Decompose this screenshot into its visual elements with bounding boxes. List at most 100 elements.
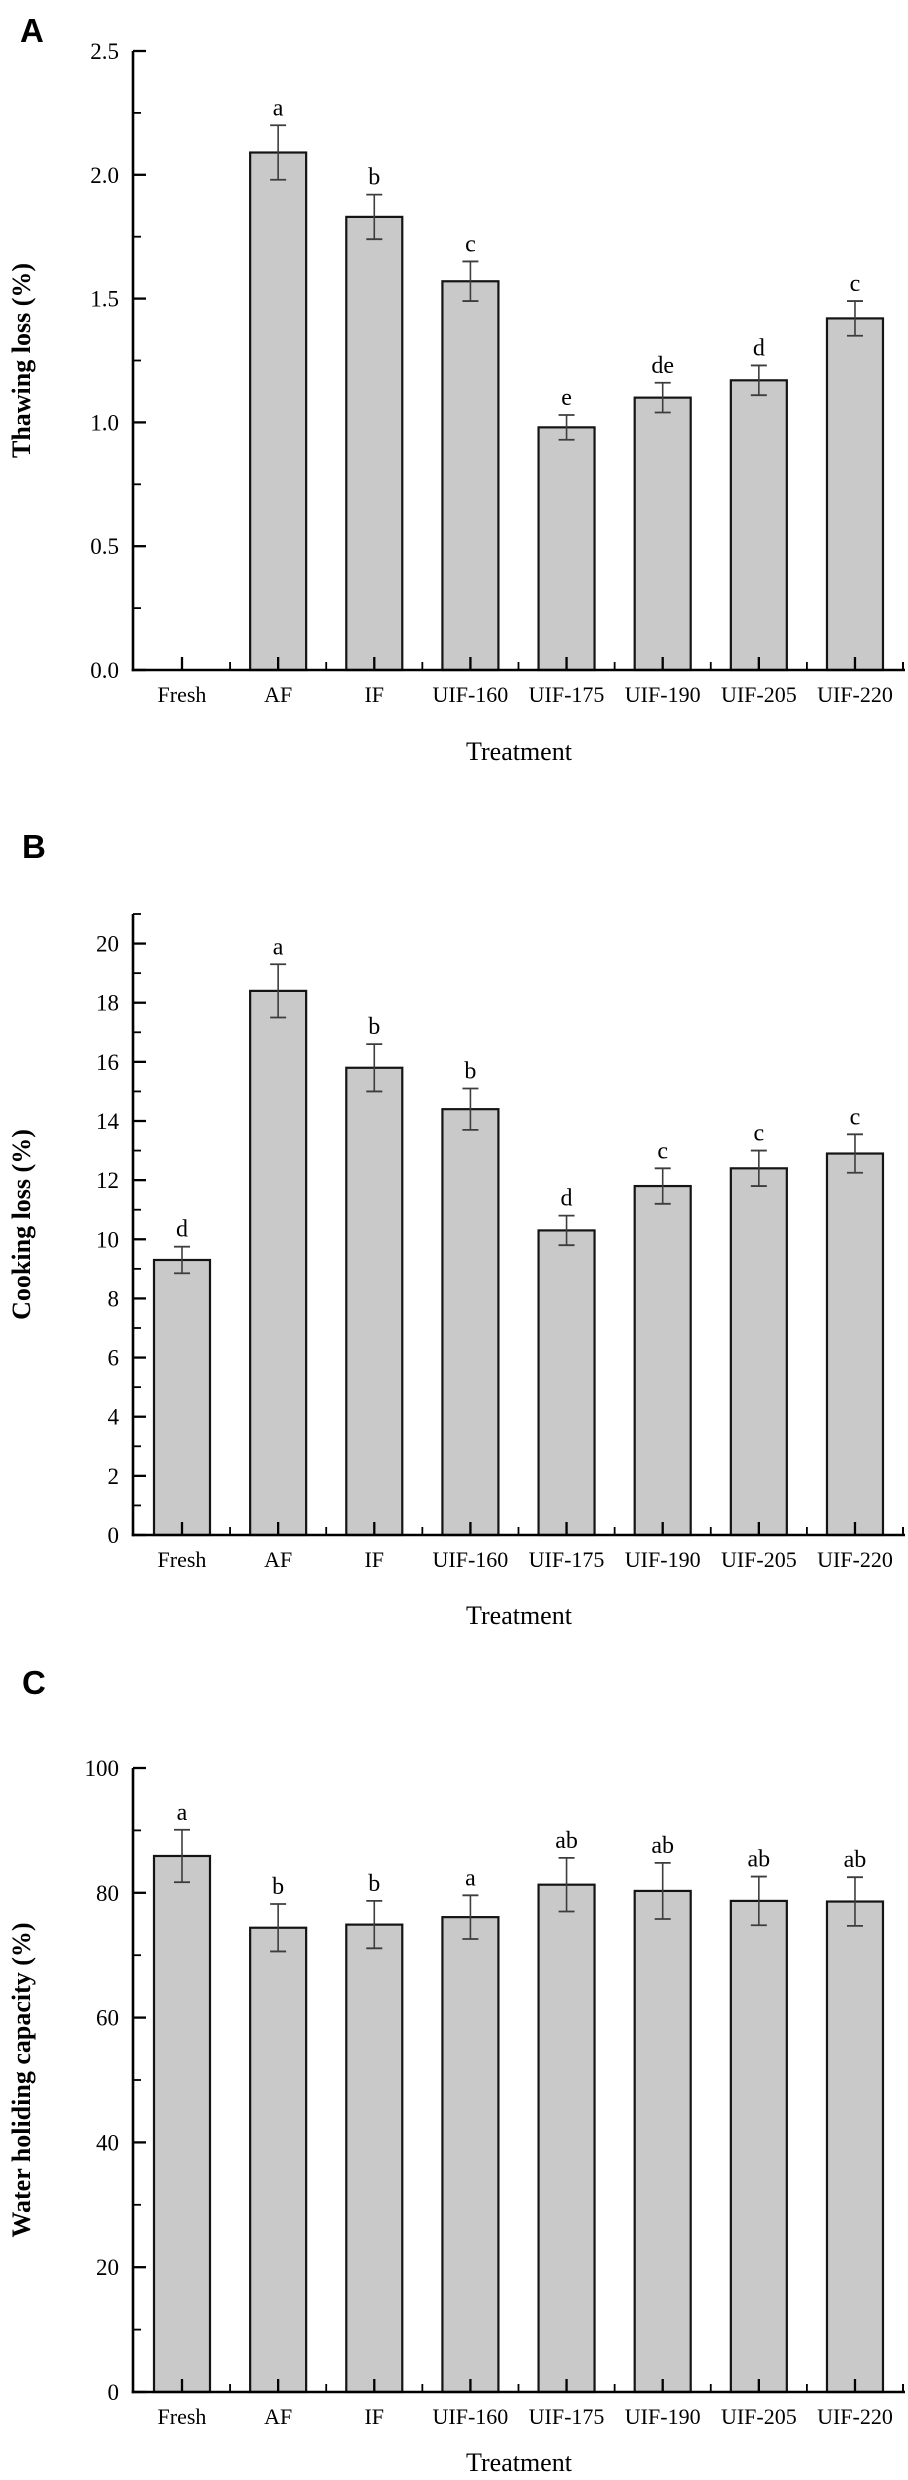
y-tick-label: 60 — [96, 2006, 119, 2031]
y-tick-label: 1.0 — [90, 410, 119, 435]
y-tick-label: 2.0 — [90, 163, 119, 188]
x-category-label: UIF-190 — [625, 2404, 701, 2429]
x-category-label: IF — [364, 682, 384, 707]
y-tick-label: 1.5 — [90, 287, 119, 312]
bar-B-UIF-190 — [633, 1184, 692, 1537]
y-tick-label: 10 — [96, 1227, 119, 1252]
bar-C-UIF-175 — [537, 1883, 596, 2394]
x-category-label: UIF-220 — [817, 1547, 893, 1572]
x-category-label: IF — [364, 1547, 384, 1572]
bar-B-UIF-205 — [729, 1167, 788, 1537]
sig-letter: a — [273, 934, 284, 960]
bar-B-UIF-175 — [537, 1229, 596, 1537]
sig-letter: ab — [748, 1847, 771, 1873]
x-category-label: UIF-175 — [529, 2404, 605, 2429]
bar-C-UIF-205 — [729, 1899, 788, 2394]
x-category-label: UIF-205 — [721, 682, 797, 707]
x-axis-title: Treatment — [466, 1601, 573, 1630]
sig-letter: d — [753, 335, 765, 361]
y-tick-label: 8 — [108, 1286, 120, 1311]
bar-C-Fresh — [152, 1854, 212, 2394]
sig-letter: d — [561, 1186, 573, 1212]
x-category-label: UIF-160 — [433, 1547, 509, 1572]
x-category-label: AF — [264, 1547, 292, 1572]
y-tick-label: 0 — [108, 1523, 120, 1548]
sig-letter: b — [368, 1871, 380, 1897]
sig-letter: c — [850, 1104, 861, 1130]
x-category-label: Fresh — [158, 682, 207, 707]
x-axis-title: Treatment — [466, 737, 573, 766]
sig-letter: d — [176, 1217, 188, 1243]
y-tick-label: 40 — [96, 2130, 119, 2155]
y-axis-title: Water holiding capacity (%) — [7, 1922, 36, 2237]
x-category-label: IF — [364, 2404, 384, 2429]
bar-C-AF — [249, 1926, 308, 2394]
y-tick-label: 20 — [96, 2255, 119, 2280]
x-category-label: UIF-220 — [817, 2404, 893, 2429]
bar-A-UIF-175 — [537, 426, 596, 672]
panel-letter-c: C — [22, 1664, 46, 1701]
y-tick-label: 2 — [108, 1464, 120, 1489]
sig-letter: ab — [844, 1847, 867, 1873]
sig-letter: e — [561, 385, 572, 411]
bar-B-Fresh — [152, 1258, 212, 1537]
bar-B-UIF-160 — [441, 1108, 500, 1537]
y-tick-label: 18 — [96, 991, 119, 1016]
bar-B-UIF-220 — [825, 1152, 885, 1537]
sig-letter: c — [657, 1138, 668, 1164]
sig-letter: ab — [555, 1828, 578, 1854]
x-category-label: UIF-190 — [625, 1547, 701, 1572]
sig-letter: de — [651, 353, 674, 379]
x-category-label: AF — [264, 682, 292, 707]
x-category-label: AF — [264, 2404, 292, 2429]
sig-letter: c — [850, 271, 861, 297]
bar-A-IF — [345, 215, 404, 672]
x-category-label: UIF-190 — [625, 682, 701, 707]
y-tick-label: 0.5 — [90, 534, 119, 559]
bar-A-AF — [249, 151, 308, 672]
y-tick-label: 12 — [96, 1168, 119, 1193]
y-tick-label: 4 — [108, 1405, 120, 1430]
bar-A-UIF-205 — [729, 379, 788, 672]
y-tick-label: 20 — [96, 932, 119, 957]
y-tick-label: 6 — [108, 1346, 120, 1371]
sig-letter: c — [754, 1121, 765, 1147]
sig-letter: a — [177, 1800, 188, 1826]
y-axis-title: Thawing loss (%) — [7, 263, 36, 458]
y-tick-label: 16 — [96, 1050, 119, 1075]
x-category-label: UIF-175 — [529, 682, 605, 707]
x-category-label: Fresh — [158, 2404, 207, 2429]
sig-letter: c — [465, 231, 476, 257]
panel-letter-b: B — [22, 828, 46, 865]
bar-A-UIF-190 — [633, 396, 692, 672]
x-category-label: UIF-205 — [721, 1547, 797, 1572]
sig-letter: b — [272, 1874, 284, 1900]
sig-letter: b — [464, 1058, 476, 1084]
x-category-label: UIF-160 — [433, 682, 509, 707]
bar-B-IF — [345, 1066, 404, 1537]
y-tick-label: 80 — [96, 1881, 119, 1906]
x-category-label: Fresh — [158, 1547, 207, 1572]
y-tick-label: 0 — [108, 2380, 120, 2405]
y-tick-label: 2.5 — [90, 39, 119, 64]
x-category-label: UIF-160 — [433, 2404, 509, 2429]
y-tick-label: 0.0 — [90, 658, 119, 683]
y-tick-label: 14 — [96, 1109, 120, 1134]
x-category-label: UIF-175 — [529, 1547, 605, 1572]
bar-C-UIF-160 — [441, 1916, 500, 2394]
bar-C-UIF-190 — [633, 1889, 692, 2394]
bar-C-IF — [345, 1923, 404, 2394]
bar-A-UIF-220 — [825, 317, 885, 672]
x-category-label: UIF-205 — [721, 2404, 797, 2429]
y-tick-label: 100 — [85, 1756, 120, 1781]
bar-A-UIF-160 — [441, 280, 500, 672]
sig-letter: b — [368, 1014, 380, 1040]
bar-B-AF — [249, 989, 308, 1537]
x-axis-title: Treatment — [466, 2448, 573, 2477]
sig-letter: b — [368, 165, 380, 191]
bar-C-UIF-220 — [825, 1900, 885, 2394]
sig-letter: a — [273, 95, 284, 121]
y-axis-title: Cooking loss (%) — [7, 1129, 36, 1320]
